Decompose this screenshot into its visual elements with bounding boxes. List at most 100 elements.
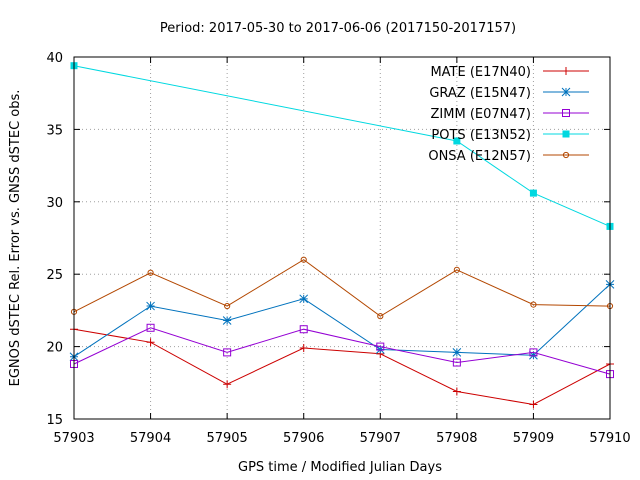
data-point [299, 344, 308, 353]
star-marker-shape [375, 345, 385, 354]
open-square-marker-shape [146, 323, 155, 332]
legend-marker [562, 109, 570, 117]
data-point [224, 302, 231, 310]
open-circle-marker-shape [147, 269, 154, 276]
legend-label: MATE (E17N40) [430, 65, 531, 80]
legend-marker [562, 67, 570, 75]
y-tick-label: 35 [46, 123, 63, 138]
data-point [452, 387, 461, 396]
x-tick-label: 57910 [589, 431, 630, 446]
data-point [223, 380, 232, 389]
x-tick-label: 57904 [130, 431, 171, 446]
data-point [146, 301, 155, 311]
legend-entry: GRAZ (E15N47) [429, 86, 589, 101]
data-point [300, 256, 307, 263]
star-marker-shape [561, 87, 571, 97]
legend-label: GRAZ (E15N47) [429, 86, 531, 101]
data-point [146, 323, 155, 332]
y-tick-label: 15 [46, 413, 63, 428]
series-line [73, 259, 611, 317]
x-tick-label: 57909 [513, 431, 554, 446]
filled-square-marker-shape [562, 130, 570, 138]
star-marker-shape [222, 316, 232, 325]
data-point [146, 338, 155, 347]
data-point [147, 269, 154, 276]
plus-marker-shape [562, 67, 570, 75]
data-point [222, 316, 232, 325]
open-circle-marker-shape [377, 313, 384, 320]
y-tick-label: 40 [46, 51, 63, 66]
star-marker-shape [452, 348, 462, 357]
plus-marker-shape [529, 400, 538, 409]
open-square-marker-shape [562, 109, 570, 117]
series-3 [70, 62, 614, 230]
data-point [529, 350, 538, 360]
data-point [376, 342, 385, 351]
star-marker-shape [299, 294, 309, 304]
data-point [453, 137, 461, 145]
data-point [529, 348, 538, 357]
filled-square-marker-shape [453, 137, 461, 145]
grid-layer [74, 57, 610, 419]
open-circle-marker-shape [453, 266, 460, 273]
open-square-marker-shape [223, 348, 232, 357]
open-circle-marker-shape [530, 301, 537, 308]
open-circle-marker-shape [224, 302, 231, 310]
x-tick-label: 57905 [206, 431, 247, 446]
plot-frame [73, 56, 611, 420]
data-point [452, 358, 461, 367]
open-circle-marker-shape [300, 256, 307, 263]
x-tick-label: 57907 [360, 431, 401, 446]
star-marker-shape [146, 301, 155, 311]
open-square-marker-shape [529, 348, 538, 357]
data-point [377, 313, 384, 320]
tick-layer: 57903 57904 57905 57906 57907 57908 57909 57910… [46, 51, 630, 446]
legend-entry: POTS (E13N52) [431, 128, 589, 143]
open-square-marker-shape [299, 325, 308, 334]
x-tick-label: 57908 [436, 431, 477, 446]
legend-marker [562, 151, 570, 159]
data-point [223, 348, 232, 357]
open-square-marker-shape [452, 358, 461, 367]
legend-label: POTS (E13N52) [431, 128, 531, 143]
chart-title: Period: 2017-05-30 to 2017-06-06 (201715… [160, 21, 516, 36]
y-tick-label: 30 [46, 196, 63, 211]
legend-marker [561, 87, 571, 97]
plus-marker-shape [223, 380, 232, 389]
series-line [73, 328, 611, 406]
plus-marker-shape [299, 344, 308, 353]
legend: MATE (E17N40) GRAZ (E15N47) ZIMM (E07N47) P… [428, 65, 589, 164]
legend-label: ZIMM (E07N47) [431, 107, 531, 122]
data-point [299, 325, 308, 334]
data-point [529, 189, 537, 197]
series-line [73, 65, 611, 227]
legend-marker [562, 130, 570, 138]
series-2 [70, 323, 614, 379]
y-tick-label: 20 [46, 341, 63, 356]
legend-entry: MATE (E17N40) [430, 65, 589, 80]
filled-square-marker-shape [529, 189, 537, 197]
data-point [375, 345, 385, 354]
data-point [452, 348, 462, 357]
x-tick-label: 57906 [283, 431, 324, 446]
legend-entry: ONSA (E12N57) [428, 149, 589, 164]
series-layer [69, 62, 615, 409]
plus-marker-shape [452, 387, 461, 396]
data-point [299, 294, 309, 304]
series-4 [70, 256, 614, 320]
x-tick-label: 57903 [53, 431, 94, 446]
data-point [530, 301, 537, 308]
star-marker-shape [529, 350, 538, 360]
series-line [73, 327, 611, 375]
plus-marker-shape [146, 338, 155, 347]
x-axis-label: GPS time / Modified Julian Days [238, 460, 442, 475]
y-axis-label: EGNOS dSTEC Rel. Error vs. GNSS dSTEC ob… [8, 90, 23, 387]
legend-entry: ZIMM (E07N47) [431, 107, 589, 122]
y-tick-label: 25 [46, 268, 63, 283]
open-square-marker-shape [376, 342, 385, 351]
legend-label: ONSA (E12N57) [428, 149, 531, 164]
data-point [529, 400, 538, 409]
open-circle-marker-shape [562, 151, 570, 159]
data-point [453, 266, 460, 273]
